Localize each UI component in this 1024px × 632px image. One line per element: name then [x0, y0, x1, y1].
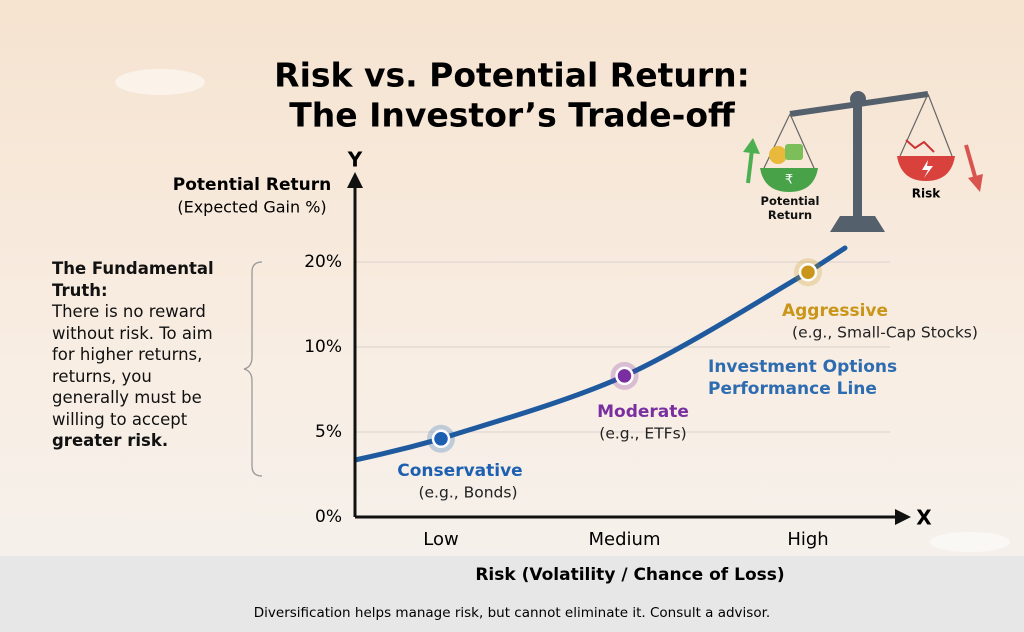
point-label: Moderate: [597, 402, 689, 422]
balance-scale: ₹ Risk: [743, 91, 983, 232]
loss-graph: [905, 139, 935, 153]
cloud: [930, 532, 1010, 552]
point-label: Conservative: [397, 461, 522, 481]
y-tick-label: 20%: [304, 252, 342, 272]
scale-strings: [763, 93, 953, 169]
brace: [243, 261, 263, 477]
x-arrow: [895, 509, 911, 525]
x-tick-label: Low: [423, 529, 458, 550]
cloud: [115, 69, 205, 95]
note-heading: The Fundamental Truth:: [52, 259, 214, 300]
icon: ₹: [785, 173, 793, 188]
point: [431, 429, 451, 449]
point: [798, 262, 818, 282]
scale-label: Potential Return: [760, 194, 820, 222]
down-arrow: [964, 144, 978, 181]
note-body: There is no reward without risk. To aim …: [52, 302, 213, 429]
y-tick-label: 10%: [304, 337, 342, 357]
series-label: Investment Options Performance Line: [708, 357, 898, 399]
footer: Diversification helps manage risk, but c…: [254, 605, 770, 621]
note-emphasis: greater risk.: [52, 431, 169, 450]
money: [785, 144, 803, 160]
chart-title: The Investor’s Trade-off: [289, 96, 736, 135]
y-tick-label: 5%: [315, 422, 342, 442]
chart-title: Risk vs. Potential Return:: [274, 56, 750, 95]
y-arrow: [347, 172, 363, 188]
note: The Fundamental Truth: There is no reward…: [52, 258, 232, 452]
coin: [769, 146, 787, 164]
scale-post: [853, 95, 862, 217]
axes: [347, 172, 911, 525]
point-note: (e.g., Bonds): [418, 484, 517, 502]
x-axis-title: Risk (Volatility / Chance of Loss): [475, 565, 784, 585]
x-tick-label: Medium: [589, 529, 661, 550]
y-axis-title: (Expected Gain %): [177, 198, 326, 217]
return-pan: [760, 168, 818, 192]
scale-pivot: [850, 91, 866, 107]
y-axis-title: Potential Return: [173, 175, 331, 195]
point-note: (e.g., ETFs): [599, 425, 686, 443]
y-tick-label: 0%: [315, 507, 342, 527]
point-note: (e.g., Small-Cap Stocks): [792, 324, 978, 342]
icon: [922, 160, 933, 178]
x-axis-letter: X: [916, 506, 932, 530]
up-arrow-head: [743, 138, 760, 154]
point-label: Aggressive: [782, 301, 888, 321]
x-tick-label: High: [787, 529, 828, 550]
down-arrow-head: [968, 174, 983, 192]
scale-base: [830, 216, 885, 232]
up-arrow: [746, 149, 754, 184]
y-axis-letter: Y: [347, 148, 363, 172]
point: [615, 366, 634, 386]
footer-band: [0, 556, 1024, 632]
scale-label: Risk: [912, 187, 941, 201]
